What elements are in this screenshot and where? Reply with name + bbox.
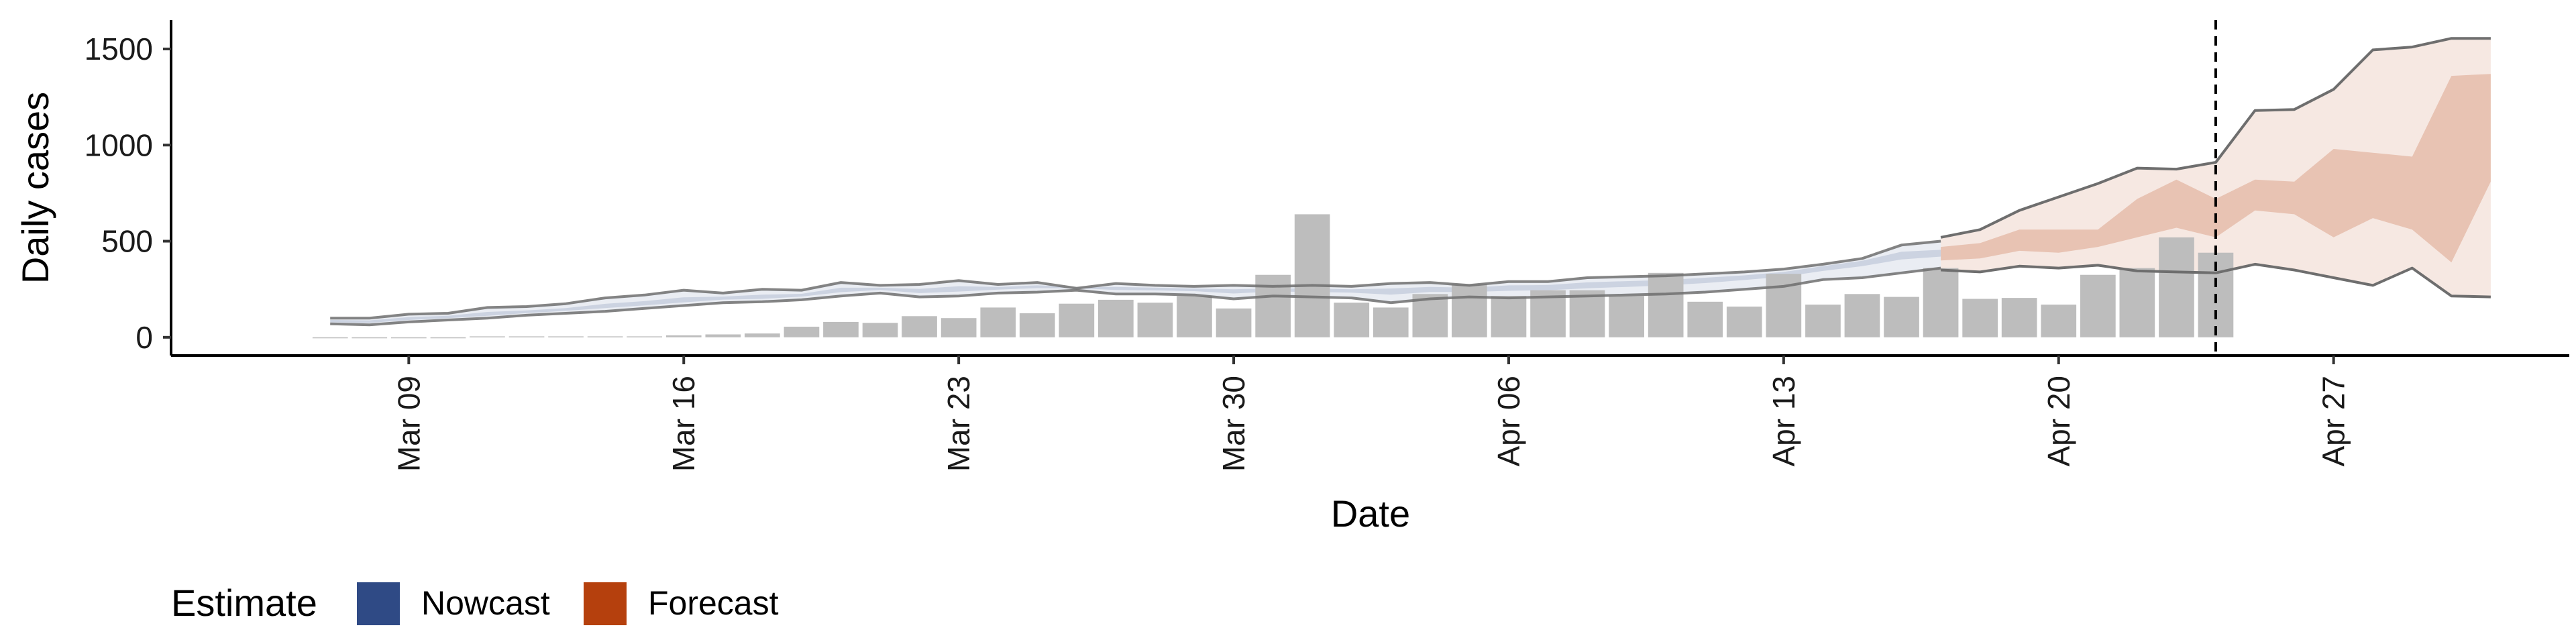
case-bar <box>1805 305 1841 337</box>
legend-label-forecast: Forecast <box>648 584 779 622</box>
case-bar <box>1255 274 1291 337</box>
case-bar <box>2080 274 2116 337</box>
forecast-upper-line <box>1940 37 2491 239</box>
case-bar <box>1059 303 1095 337</box>
y-tick-label: 1000 <box>85 127 153 162</box>
case-bar <box>2001 298 2037 337</box>
legend: Estimate Nowcast Forecast <box>171 582 779 625</box>
y-axis-title: Daily cases <box>14 92 56 284</box>
case-bar <box>1569 290 1605 337</box>
case-bar <box>1019 313 1055 337</box>
outline-lines <box>330 37 2491 327</box>
case-bar <box>2159 237 2194 337</box>
bars <box>312 214 2234 339</box>
case-bar <box>391 337 427 339</box>
y-tick-label: 500 <box>101 224 153 259</box>
case-bar <box>941 318 977 337</box>
case-bar <box>1844 294 1880 337</box>
x-tick-label: Mar 30 <box>1216 376 1251 472</box>
nowcast-50-ribbon <box>330 250 1941 323</box>
nowcast-upper-line <box>330 239 1941 320</box>
legend-title: Estimate <box>171 582 317 624</box>
y-tick-label: 0 <box>136 320 153 355</box>
case-bar <box>1648 272 1684 337</box>
case-bar <box>548 336 584 337</box>
case-bar <box>1726 307 1762 337</box>
case-bar <box>352 337 388 339</box>
case-bar <box>862 323 898 337</box>
case-bar <box>627 336 662 337</box>
nowcast-lower-line <box>330 266 1941 327</box>
y-tick-label: 1500 <box>85 32 153 66</box>
x-axis-title: Date <box>1331 492 1410 535</box>
case-bar <box>1098 299 1134 337</box>
case-bar <box>1373 307 1409 337</box>
case-bar <box>705 334 741 337</box>
case-bar <box>587 336 623 337</box>
case-bar <box>1452 284 1487 337</box>
case-bar <box>902 316 937 337</box>
case-bar <box>508 336 545 337</box>
forecast-lower-line <box>1941 262 2491 299</box>
case-bar <box>470 336 505 337</box>
x-tick-label: Apr 20 <box>2041 376 2076 467</box>
forecast-50-ribbon <box>1941 74 2491 263</box>
x-tick-label: Apr 06 <box>1491 376 1526 467</box>
x-axis-ticks: Mar 09 Mar 16 Mar 23 Mar 30 Apr 06 Apr 13 Apr … <box>391 356 2351 472</box>
case-bar <box>2119 268 2155 337</box>
case-bar <box>1137 303 1173 337</box>
case-bar <box>745 333 780 337</box>
x-tick-label: Apr 27 <box>2316 376 2351 467</box>
case-bar <box>784 327 820 337</box>
case-bar <box>1177 296 1212 337</box>
y-axis-ticks: 0 500 1000 1500 <box>85 32 171 355</box>
case-bar <box>312 337 348 339</box>
case-bar <box>1609 296 1644 337</box>
case-bar <box>1884 297 1919 337</box>
x-tick-label: Mar 16 <box>666 376 701 472</box>
case-bar <box>1294 214 1330 337</box>
case-bar <box>980 307 1016 337</box>
plot-area <box>312 20 2491 356</box>
case-bar <box>1962 299 1998 337</box>
case-bar <box>1687 301 1723 337</box>
legend-swatch-nowcast <box>357 582 400 625</box>
x-tick-label: Mar 09 <box>391 376 426 472</box>
nowcast-90-ribbon <box>330 241 1941 325</box>
case-bar <box>2041 305 2077 337</box>
case-bar <box>665 335 702 337</box>
case-bar <box>823 321 859 337</box>
case-bar <box>1334 303 1370 337</box>
legend-label-nowcast: Nowcast <box>421 584 550 622</box>
case-bar <box>1923 268 1959 337</box>
x-tick-label: Apr 13 <box>1766 376 1801 467</box>
x-tick-label: Mar 23 <box>941 376 976 472</box>
case-bar <box>1491 296 1527 337</box>
case-bar <box>430 337 466 339</box>
case-bar <box>1216 308 1252 337</box>
legend-swatch-forecast <box>584 582 627 625</box>
